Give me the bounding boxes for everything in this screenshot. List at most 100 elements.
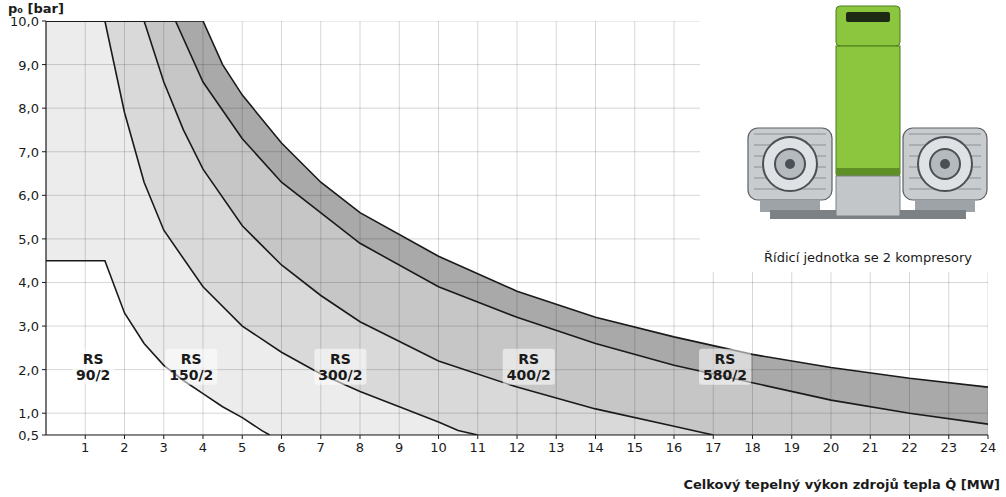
chart: 1234567891011121314151617181920212223240… bbox=[0, 0, 1006, 497]
region-label-line: RS bbox=[715, 351, 736, 367]
cabinet bbox=[836, 46, 900, 174]
region-label-line: 150/2 bbox=[169, 367, 213, 383]
tick-label: 10,0 bbox=[10, 14, 39, 29]
tick-label: 4,0 bbox=[18, 275, 39, 290]
tick bbox=[556, 435, 557, 439]
tick bbox=[242, 435, 243, 439]
tick bbox=[831, 435, 832, 439]
flywheel bbox=[763, 137, 817, 191]
tick bbox=[713, 435, 714, 439]
tick bbox=[163, 435, 164, 439]
tick-label: 4 bbox=[199, 440, 207, 455]
region-label: RS150/2 bbox=[169, 351, 213, 383]
region-label-line: RS bbox=[83, 351, 104, 367]
tick bbox=[42, 369, 46, 370]
tick-label: 6 bbox=[277, 440, 285, 455]
label-patch bbox=[503, 349, 555, 385]
tick-label: 2 bbox=[120, 440, 128, 455]
tick-label: 0,5 bbox=[18, 428, 39, 443]
tick-label: 18 bbox=[744, 440, 761, 455]
tick-label: 2,0 bbox=[18, 363, 39, 378]
area bbox=[46, 21, 478, 435]
compressor-body bbox=[903, 128, 987, 200]
flywheel-axle bbox=[940, 159, 950, 169]
illustration-caption: Řídicí jednotka se 2 kompresory bbox=[764, 250, 972, 265]
grid-line bbox=[46, 282, 988, 283]
cabinet-band bbox=[836, 168, 900, 176]
compressor-body bbox=[748, 128, 832, 200]
boundary-line bbox=[46, 21, 478, 435]
grid-line bbox=[399, 21, 400, 435]
region-label: RS580/2 bbox=[703, 351, 747, 383]
tick bbox=[42, 21, 46, 22]
boundary-line bbox=[46, 261, 270, 435]
tick bbox=[517, 435, 518, 439]
region-label: RS90/2 bbox=[76, 351, 110, 383]
tick bbox=[42, 326, 46, 327]
region-label-line: 300/2 bbox=[318, 367, 362, 383]
tick-label: 24 bbox=[980, 440, 997, 455]
tick-label: 13 bbox=[548, 440, 565, 455]
tick bbox=[948, 435, 949, 439]
tick bbox=[42, 64, 46, 65]
label-patch bbox=[165, 349, 217, 385]
region-label-line: RS bbox=[518, 351, 539, 367]
x-axis-title: Celkový tepelný výkon zdrojů tepla Q̇ [M… bbox=[683, 477, 1000, 492]
tick-label: 16 bbox=[666, 440, 683, 455]
grid-line bbox=[556, 21, 557, 435]
tick bbox=[360, 435, 361, 439]
region-labels: RS580/2RS400/2RS300/2RS150/2RS90/2 bbox=[72, 349, 751, 385]
y-axis-title: p₀ [bar] bbox=[8, 1, 64, 16]
tick bbox=[438, 435, 439, 439]
grid-line bbox=[438, 21, 439, 435]
tick-label: 8 bbox=[356, 440, 364, 455]
grid-line bbox=[242, 21, 243, 435]
region-label-line: RS bbox=[330, 351, 351, 367]
tick bbox=[85, 435, 86, 439]
tick-label: 6,0 bbox=[18, 188, 39, 203]
tick bbox=[42, 238, 46, 239]
tick-label: 19 bbox=[783, 440, 800, 455]
tick-label: 17 bbox=[705, 440, 722, 455]
tick bbox=[674, 435, 675, 439]
tick bbox=[752, 435, 753, 439]
region-label: RS400/2 bbox=[507, 351, 551, 383]
cabinet-top bbox=[836, 6, 900, 46]
boundary-line bbox=[46, 21, 713, 435]
tick bbox=[124, 435, 125, 439]
cabinet-stand bbox=[836, 176, 900, 216]
illustration: Řídicí jednotka se 2 kompresory bbox=[700, 4, 990, 272]
tick bbox=[909, 435, 910, 439]
grid-line bbox=[46, 326, 988, 327]
tick bbox=[42, 195, 46, 196]
tick bbox=[42, 108, 46, 109]
tick-label: 8,0 bbox=[18, 101, 39, 116]
grid-line bbox=[477, 21, 478, 435]
tick-label: 5,0 bbox=[18, 232, 39, 247]
flywheel bbox=[918, 137, 972, 191]
tick-label: 21 bbox=[862, 440, 879, 455]
grid-line bbox=[46, 413, 988, 414]
illustration-bg bbox=[700, 4, 990, 272]
tick-label: 10 bbox=[430, 440, 447, 455]
label-patch bbox=[699, 349, 751, 385]
region-label-line: RS bbox=[181, 351, 202, 367]
grid-line bbox=[674, 21, 675, 435]
tick bbox=[634, 435, 635, 439]
tick bbox=[399, 435, 400, 439]
tick-label: 7,0 bbox=[18, 145, 39, 160]
grid-line bbox=[124, 21, 125, 435]
flywheel-hub bbox=[930, 149, 960, 179]
fin bbox=[754, 134, 826, 135]
region-label-line: 580/2 bbox=[703, 367, 747, 383]
grid-line bbox=[281, 21, 282, 435]
tick bbox=[988, 435, 989, 439]
tick bbox=[42, 282, 46, 283]
area bbox=[46, 21, 713, 435]
tick-label: 9,0 bbox=[18, 58, 39, 73]
tick bbox=[42, 413, 46, 414]
region-label-line: 400/2 bbox=[507, 367, 551, 383]
tick bbox=[281, 435, 282, 439]
tick bbox=[595, 435, 596, 439]
tick bbox=[42, 435, 46, 436]
